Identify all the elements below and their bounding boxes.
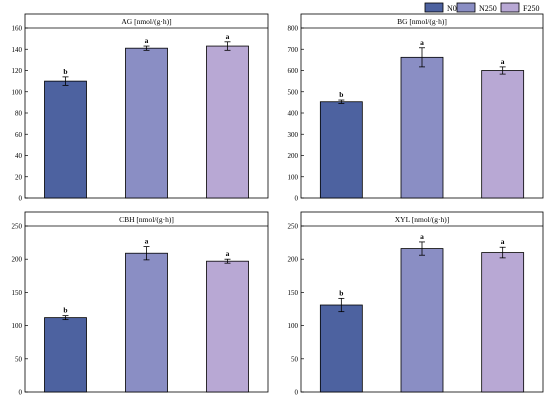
- panel-2: BG [nmol/(g·h)] 0 100 200 300 400 500 600 700 800…: [288, 13, 544, 203]
- significance-label: a: [145, 237, 149, 246]
- significance-label: a: [501, 237, 505, 246]
- legend-item-n0: N0: [424, 2, 457, 13]
- y-tick-label: 100: [288, 322, 299, 330]
- y-tick-label: 200: [12, 256, 23, 264]
- y-tick-label: 40: [15, 152, 23, 160]
- panel-1: AG [nmol/(g·h)] 0 20 40 60 80 100 120 140 160 b a a: [12, 13, 269, 203]
- y-tick-label: 0: [19, 195, 23, 203]
- significance-label: b: [339, 90, 343, 99]
- legend-label-n250: N250: [479, 4, 497, 13]
- significance-label: a: [145, 36, 149, 45]
- y-tick-label: 250: [12, 223, 23, 231]
- y-tick-label: 140: [12, 46, 23, 54]
- legend-swatch-f250: [500, 2, 520, 13]
- y-tick-label: 0: [295, 389, 299, 397]
- y-tick-label: 150: [288, 289, 299, 297]
- legend-swatch-n0: [424, 2, 444, 13]
- bar-n0: [319, 304, 363, 393]
- y-tick-label: 700: [288, 46, 299, 54]
- bar-n250: [125, 252, 168, 393]
- panel-4: XYL [nmol/(g·h)] 0 50 100 150 200 250 b a a: [288, 211, 544, 397]
- y-tick-label: 150: [12, 289, 23, 297]
- y-tick-label: 200: [288, 152, 299, 160]
- y-tick-label: 60: [15, 131, 23, 139]
- y-tick-label: 20: [15, 173, 23, 181]
- y-tick-label: 80: [15, 110, 23, 118]
- bar-n0: [44, 317, 87, 393]
- legend-item-n250: N250: [456, 2, 497, 13]
- legend-label-n0: N0: [447, 4, 457, 13]
- y-tick-label: 50: [15, 355, 23, 363]
- significance-label: a: [420, 38, 424, 47]
- bar-n250: [400, 248, 444, 393]
- significance-label: b: [339, 288, 343, 297]
- significance-label: a: [226, 249, 230, 258]
- bar-f250: [481, 252, 525, 393]
- y-tick-label: 100: [12, 322, 23, 330]
- significance-label: b: [63, 306, 67, 315]
- y-tick-label: 500: [288, 88, 299, 96]
- legend-swatch-n250: [456, 2, 476, 13]
- y-tick-label: 120: [12, 67, 23, 75]
- y-tick-label: 160: [12, 25, 23, 33]
- significance-label: a: [226, 32, 230, 41]
- panel-title: AG [nmol/(g·h)]: [121, 17, 171, 26]
- y-tick-label: 200: [288, 256, 299, 264]
- panel-title: CBH [nmol/(g·h)]: [119, 215, 174, 224]
- y-tick-label: 100: [288, 173, 299, 181]
- panel-title: XYL [nmol/(g·h)]: [395, 215, 450, 224]
- significance-label: b: [63, 67, 67, 76]
- significance-label: a: [420, 232, 424, 241]
- panel-3: CBH [nmol/(g·h)] 0 50 100 150 200 250 b a a: [12, 211, 269, 397]
- y-tick-label: 0: [19, 389, 23, 397]
- bar-n0: [319, 101, 363, 199]
- bar-n0: [44, 80, 87, 199]
- y-tick-label: 0: [295, 195, 299, 203]
- bar-n250: [400, 56, 444, 199]
- bar-n250: [125, 47, 168, 199]
- panel-title: BG [nmol/(g·h)]: [397, 17, 447, 26]
- legend-label-f250: F250: [523, 4, 539, 13]
- bar-f250: [481, 70, 525, 199]
- bar-f250: [206, 260, 249, 393]
- y-tick-label: 50: [291, 355, 299, 363]
- significance-label: a: [501, 57, 505, 66]
- y-tick-label: 100: [12, 88, 23, 96]
- y-tick-label: 250: [288, 223, 299, 231]
- y-tick-label: 800: [288, 25, 299, 33]
- y-tick-label: 300: [288, 131, 299, 139]
- bar-f250: [206, 45, 249, 199]
- legend-item-f250: F250: [500, 2, 539, 13]
- y-tick-label: 400: [288, 110, 299, 118]
- y-tick-label: 600: [288, 67, 299, 75]
